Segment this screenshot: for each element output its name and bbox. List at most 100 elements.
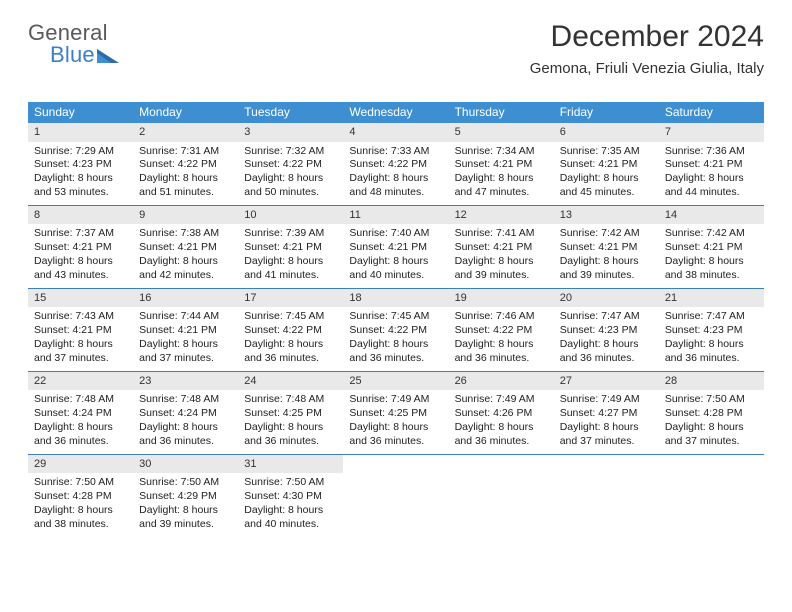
sunset-line: Sunset: 4:22 PM: [349, 324, 442, 338]
day-number: 4: [343, 123, 448, 142]
day-details: Sunrise: 7:50 AMSunset: 4:29 PMDaylight:…: [133, 473, 238, 536]
calendar-cell: 6Sunrise: 7:35 AMSunset: 4:21 PMDaylight…: [554, 123, 659, 205]
calendar-cell: 27Sunrise: 7:49 AMSunset: 4:27 PMDayligh…: [554, 372, 659, 454]
day-details: Sunrise: 7:50 AMSunset: 4:30 PMDaylight:…: [238, 473, 343, 536]
day-details: Sunrise: 7:40 AMSunset: 4:21 PMDaylight:…: [343, 224, 448, 287]
daylight-line: Daylight: 8 hours and 36 minutes.: [349, 338, 442, 366]
day-details: Sunrise: 7:36 AMSunset: 4:21 PMDaylight:…: [659, 142, 764, 205]
sunrise-line: Sunrise: 7:32 AM: [244, 145, 337, 159]
day-number: 5: [449, 123, 554, 142]
sunrise-line: Sunrise: 7:50 AM: [34, 476, 127, 490]
sunset-line: Sunset: 4:30 PM: [244, 490, 337, 504]
daylight-line: Daylight: 8 hours and 36 minutes.: [665, 338, 758, 366]
calendar-week: 15Sunrise: 7:43 AMSunset: 4:21 PMDayligh…: [28, 288, 764, 371]
day-number: 13: [554, 206, 659, 225]
day-details: Sunrise: 7:48 AMSunset: 4:24 PMDaylight:…: [133, 390, 238, 453]
daylight-line: Daylight: 8 hours and 50 minutes.: [244, 172, 337, 200]
daylight-line: Daylight: 8 hours and 37 minutes.: [139, 338, 232, 366]
sunrise-line: Sunrise: 7:50 AM: [244, 476, 337, 490]
day-number: 30: [133, 455, 238, 474]
day-details: Sunrise: 7:37 AMSunset: 4:21 PMDaylight:…: [28, 224, 133, 287]
day-number: 15: [28, 289, 133, 308]
sunrise-line: Sunrise: 7:29 AM: [34, 145, 127, 159]
sunset-line: Sunset: 4:21 PM: [665, 158, 758, 172]
calendar-cell: 16 Sunrise: 7:44 AMSunset: 4:21 PMDayligh…: [133, 289, 238, 371]
header: December 2024 Gemona, Friuli Venezia Giu…: [530, 20, 764, 77]
day-name: Friday: [554, 102, 659, 123]
day-number: 7: [659, 123, 764, 142]
calendar-cell: 31Sunrise: 7:50 AMSunset: 4:30 PMDayligh…: [238, 455, 343, 537]
day-details: Sunrise: 7:34 AMSunset: 4:21 PMDaylight:…: [449, 142, 554, 205]
calendar-cell: 1Sunrise: 7:29 AMSunset: 4:23 PMDaylight…: [28, 123, 133, 205]
day-details: Sunrise: 7:42 AMSunset: 4:21 PMDaylight:…: [554, 224, 659, 287]
calendar-cell: 15Sunrise: 7:43 AMSunset: 4:21 PMDayligh…: [28, 289, 133, 371]
day-details: Sunrise: 7:29 AMSunset: 4:23 PMDaylight:…: [28, 142, 133, 205]
calendar-cell: 29Sunrise: 7:50 AMSunset: 4:28 PMDayligh…: [28, 455, 133, 537]
calendar-cell: 18Sunrise: 7:45 AMSunset: 4:22 PMDayligh…: [343, 289, 448, 371]
calendar-week: 8Sunrise: 7:37 AMSunset: 4:21 PMDaylight…: [28, 205, 764, 288]
weeks-grid: 1Sunrise: 7:29 AMSunset: 4:23 PMDaylight…: [28, 123, 764, 537]
sunrise-line: Sunrise: 7:47 AM: [560, 310, 653, 324]
day-details: Sunrise: 7:42 AMSunset: 4:21 PMDaylight:…: [659, 224, 764, 287]
daylight-line: Daylight: 8 hours and 43 minutes.: [34, 255, 127, 283]
day-number: 6: [554, 123, 659, 142]
sunset-line: Sunset: 4:27 PM: [560, 407, 653, 421]
sunrise-line: Sunrise: 7:45 AM: [349, 310, 442, 324]
day-number: 16: [133, 289, 238, 308]
sunset-line: Sunset: 4:21 PM: [455, 241, 548, 255]
day-name: Thursday: [449, 102, 554, 123]
day-details: Sunrise: 7:49 AMSunset: 4:26 PMDaylight:…: [449, 390, 554, 453]
sunrise-line: Sunrise: 7:39 AM: [244, 227, 337, 241]
sunrise-line: Sunrise: 7:42 AM: [560, 227, 653, 241]
day-number: 20: [554, 289, 659, 308]
sunrise-line: Sunrise: 7:31 AM: [139, 145, 232, 159]
day-number: 3: [238, 123, 343, 142]
sunset-line: Sunset: 4:23 PM: [665, 324, 758, 338]
sunrise-line: Sunrise: 7:48 AM: [34, 393, 127, 407]
calendar-cell: 21 Sunrise: 7:47 AMSunset: 4:23 PMDayligh…: [659, 289, 764, 371]
calendar-cell: 22Sunrise: 7:48 AMSunset: 4:24 PMDayligh…: [28, 372, 133, 454]
day-number: 14: [659, 206, 764, 225]
calendar-cell: 25Sunrise: 7:49 AMSunset: 4:25 PMDayligh…: [343, 372, 448, 454]
sunrise-line: Sunrise: 7:34 AM: [455, 145, 548, 159]
daylight-line: Daylight: 8 hours and 42 minutes.: [139, 255, 232, 283]
daylight-line: Daylight: 8 hours and 51 minutes.: [139, 172, 232, 200]
sunset-line: Sunset: 4:29 PM: [139, 490, 232, 504]
day-name: Saturday: [659, 102, 764, 123]
sunrise-line: Sunrise: 7:44 AM: [139, 310, 232, 324]
daylight-line: Daylight: 8 hours and 36 minutes.: [455, 421, 548, 449]
sunrise-line: Sunrise: 7:42 AM: [665, 227, 758, 241]
sunset-line: Sunset: 4:21 PM: [139, 324, 232, 338]
calendar-cell: 10Sunrise: 7:39 AMSunset: 4:21 PMDayligh…: [238, 206, 343, 288]
day-name: Monday: [133, 102, 238, 123]
day-number: 22: [28, 372, 133, 391]
sunset-line: Sunset: 4:22 PM: [244, 324, 337, 338]
day-name: Tuesday: [238, 102, 343, 123]
calendar-cell: 13Sunrise: 7:42 AMSunset: 4:21 PMDayligh…: [554, 206, 659, 288]
sunset-line: Sunset: 4:28 PM: [34, 490, 127, 504]
calendar-cell: [659, 455, 764, 537]
calendar-cell: 3Sunrise: 7:32 AMSunset: 4:22 PMDaylight…: [238, 123, 343, 205]
sunset-line: Sunset: 4:26 PM: [455, 407, 548, 421]
calendar-cell: 12Sunrise: 7:41 AMSunset: 4:21 PMDayligh…: [449, 206, 554, 288]
sunset-line: Sunset: 4:28 PM: [665, 407, 758, 421]
day-details: Sunrise: 7:48 AMSunset: 4:25 PMDaylight:…: [238, 390, 343, 453]
logo: General Blue: [28, 20, 119, 69]
calendar-cell: 30Sunrise: 7:50 AMSunset: 4:29 PMDayligh…: [133, 455, 238, 537]
day-details: Sunrise: 7:46 AMSunset: 4:22 PMDaylight:…: [449, 307, 554, 370]
logo-line2-text: Blue: [50, 42, 95, 67]
sunrise-line: Sunrise: 7:47 AM: [665, 310, 758, 324]
sunrise-line: Sunrise: 7:35 AM: [560, 145, 653, 159]
day-number: 28: [659, 372, 764, 391]
day-number: 21: [659, 289, 764, 308]
calendar-cell: [343, 455, 448, 537]
daylight-line: Daylight: 8 hours and 53 minutes.: [34, 172, 127, 200]
sunset-line: Sunset: 4:25 PM: [349, 407, 442, 421]
day-number: 9: [133, 206, 238, 225]
logo-line2: Blue: [50, 42, 119, 69]
daylight-line: Daylight: 8 hours and 45 minutes.: [560, 172, 653, 200]
sunset-line: Sunset: 4:22 PM: [139, 158, 232, 172]
calendar-week: 29Sunrise: 7:50 AMSunset: 4:28 PMDayligh…: [28, 454, 764, 537]
day-details: Sunrise: 7:35 AMSunset: 4:21 PMDaylight:…: [554, 142, 659, 205]
daylight-line: Daylight: 8 hours and 37 minutes.: [665, 421, 758, 449]
